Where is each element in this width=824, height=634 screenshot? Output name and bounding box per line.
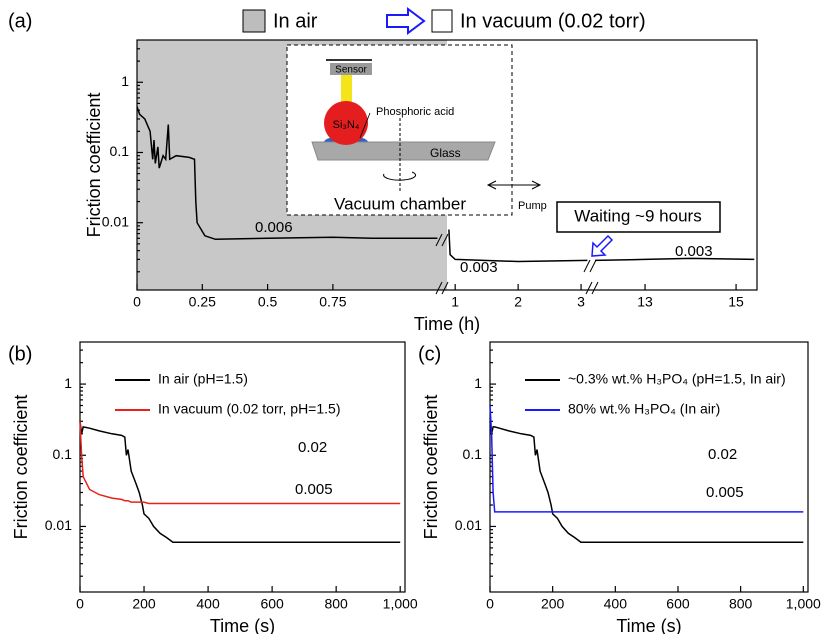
sensor-label: Sensor: [335, 65, 367, 76]
x-tick-label: 200: [132, 596, 156, 612]
x-tick-label: 0.75: [319, 294, 346, 310]
line: [594, 257, 755, 262]
x-tick-label: 200: [541, 596, 565, 612]
legend-label: In air (pH=1.5): [158, 371, 248, 387]
x-tick-label: 0: [76, 596, 84, 612]
x-tick-label: 2: [514, 294, 522, 310]
plot-frame: [489, 341, 809, 593]
legend-vacuum: In vacuum (0.02 torr): [460, 10, 646, 32]
x-tick-label: 15: [728, 294, 744, 310]
annotation: 0.02: [298, 439, 327, 456]
y-tick-label: 1: [474, 375, 482, 391]
y-tick-label: 0.01: [455, 517, 482, 533]
annotation: 0.006: [255, 219, 293, 236]
annotation: 0.003: [460, 259, 498, 276]
x-tick-label: 1: [451, 294, 459, 310]
x-tick-label: 600: [260, 596, 284, 612]
rotation: [383, 171, 417, 181]
y-tick-label: 0.1: [463, 446, 483, 462]
x-axis-label: Time (h): [414, 314, 480, 334]
panel-label: (c): [418, 343, 441, 365]
x-tick-label: 800: [324, 596, 348, 612]
y-tick-label: 1: [121, 73, 129, 89]
y-tick-label: 0.1: [53, 446, 73, 462]
legend-label: ~0.3% wt.% H₃PO₄ (pH=1.5, In air): [568, 371, 786, 387]
x-tick-label: 0.25: [189, 294, 216, 310]
inset: Sensor Si₃N₄ Phosphoric acid Glass Vacuu…: [286, 44, 547, 216]
y-tick-label: 0.1: [110, 143, 130, 159]
x-tick-label: 0: [133, 294, 141, 310]
annotation: Waiting ~9 hours: [574, 206, 701, 225]
line: [489, 421, 804, 543]
waiting-box: [556, 201, 721, 233]
annotation: 0.003: [675, 243, 713, 260]
y-axis-label: Friction coefficient: [84, 93, 104, 238]
x-tick-label: 400: [604, 596, 628, 612]
y-axis-label: Friction coefficient: [11, 395, 31, 540]
line: [136, 106, 438, 241]
line: [448, 229, 588, 263]
x-tick-label: 0: [486, 596, 494, 612]
sensor: [330, 63, 372, 75]
x-tick-label: 0.5: [258, 294, 278, 310]
x-tick-label: 400: [196, 596, 220, 612]
legend-swatch-air: [242, 9, 266, 33]
annotation: 0.005: [706, 484, 744, 501]
x-tick-label: 800: [729, 596, 753, 612]
line: [79, 421, 401, 505]
ball-label: Si₃N₄: [333, 119, 360, 131]
y-axis-label: Friction coefficient: [421, 395, 441, 540]
legend-air: In air: [273, 10, 318, 32]
y-tick-label: 1: [64, 375, 72, 391]
x-axis-label: Time (s): [210, 616, 275, 634]
legend-label: 80% wt.% H₃PO₄ (In air): [568, 401, 720, 417]
acid-label: Phosphoric acid: [376, 106, 454, 118]
plot-frame: [136, 39, 758, 291]
y-tick-label: 0.01: [45, 517, 72, 533]
x-tick-label: 13: [637, 294, 653, 310]
x-tick-label: 1,000: [786, 596, 821, 612]
legend-label: In vacuum (0.02 torr, pH=1.5): [158, 401, 340, 417]
legend-arrow: [386, 7, 426, 35]
line: [489, 405, 804, 513]
holder: [341, 75, 352, 103]
pump-arrows: [486, 180, 542, 190]
x-axis-label: Time (s): [616, 616, 681, 634]
glass: [311, 141, 496, 161]
waiting-arrow: [591, 234, 614, 257]
plot-frame: [79, 341, 406, 593]
axis-break: [435, 233, 599, 295]
x-tick-label: 600: [666, 596, 690, 612]
pointer: [359, 112, 371, 139]
annotation: 0.02: [708, 446, 737, 463]
annotation: 0.005: [295, 481, 333, 498]
line: [79, 421, 401, 543]
x-tick-label: 3: [577, 294, 585, 310]
ball: [324, 101, 368, 145]
panel-label: (a): [8, 10, 32, 32]
y-tick-label: 0.01: [102, 213, 129, 229]
x-tick-label: 1,000: [383, 596, 418, 612]
legend-swatch-vacuum: [431, 9, 453, 33]
chamber-label: Vacuum chamber: [334, 194, 466, 213]
glass-label: Glass: [430, 146, 461, 160]
pump-label: Pump: [518, 200, 547, 212]
panel-label: (b): [8, 343, 32, 365]
